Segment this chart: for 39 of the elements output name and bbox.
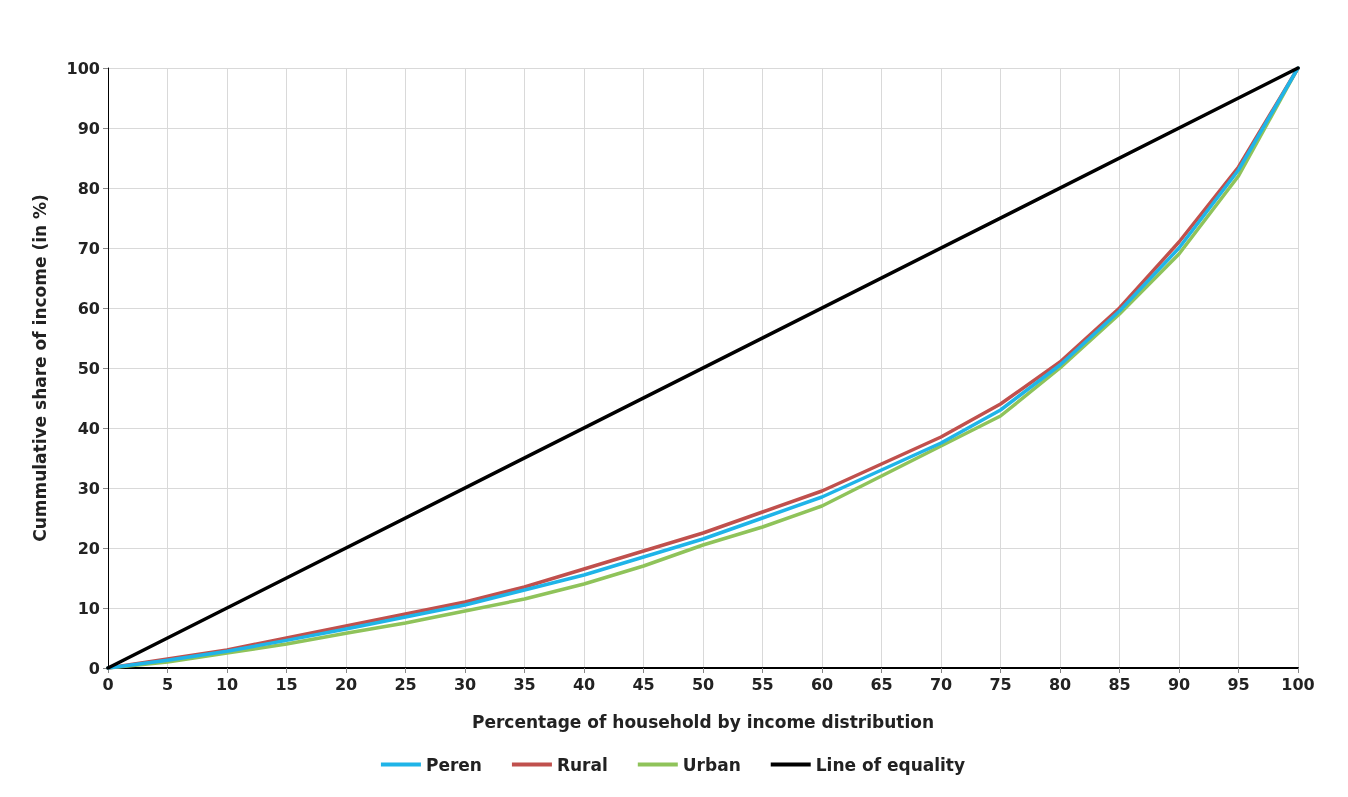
y-tick-label: 80	[77, 178, 100, 198]
y-tick-label: 70	[77, 238, 100, 258]
x-tick-label: 75	[989, 674, 1012, 694]
x-tick-label: 25	[394, 674, 417, 694]
legend-label: Line of equality	[815, 754, 966, 775]
x-tick-label: 35	[513, 674, 536, 694]
y-tick-label: 30	[77, 478, 100, 498]
x-tick-label: 70	[929, 674, 953, 694]
x-tick-label: 30	[453, 674, 477, 694]
y-tick-label: 100	[66, 58, 100, 78]
x-tick-label: 50	[691, 674, 715, 694]
x-tick-label: 40	[572, 674, 596, 694]
x-tick-label: 60	[810, 674, 834, 694]
x-tick-label: 45	[632, 674, 655, 694]
x-axis-title: Percentage of household by income distribution	[472, 711, 934, 732]
y-tick-label: 20	[77, 538, 100, 558]
y-tick-label: 0	[88, 658, 100, 678]
x-tick-label: 0	[102, 674, 114, 694]
x-tick-label: 90	[1167, 674, 1191, 694]
x-tick-label: 10	[215, 674, 239, 694]
x-tick-label: 100	[1281, 674, 1315, 694]
x-tick-label: 95	[1227, 674, 1250, 694]
x-tick-label: 65	[870, 674, 893, 694]
y-tick-label: 10	[77, 598, 100, 618]
line-series	[106, 66, 1300, 670]
y-tick-label: 40	[77, 418, 100, 438]
x-tick-label: 55	[751, 674, 774, 694]
x-tick-label: 5	[161, 674, 174, 694]
legend-label: Peren	[425, 754, 482, 775]
y-axis-title: Cummulative share of income (in %)	[29, 194, 50, 542]
x-tick-label: 15	[275, 674, 298, 694]
legend-label: Urban	[682, 754, 741, 775]
y-tick-label: 50	[77, 358, 100, 378]
x-tick-label: 85	[1108, 674, 1131, 694]
legend-label: Rural	[556, 754, 608, 775]
y-tick-label: 60	[77, 298, 100, 318]
y-tick-label: 90	[77, 118, 100, 138]
x-tick-label: 80	[1048, 674, 1072, 694]
x-tick-label: 20	[334, 674, 358, 694]
